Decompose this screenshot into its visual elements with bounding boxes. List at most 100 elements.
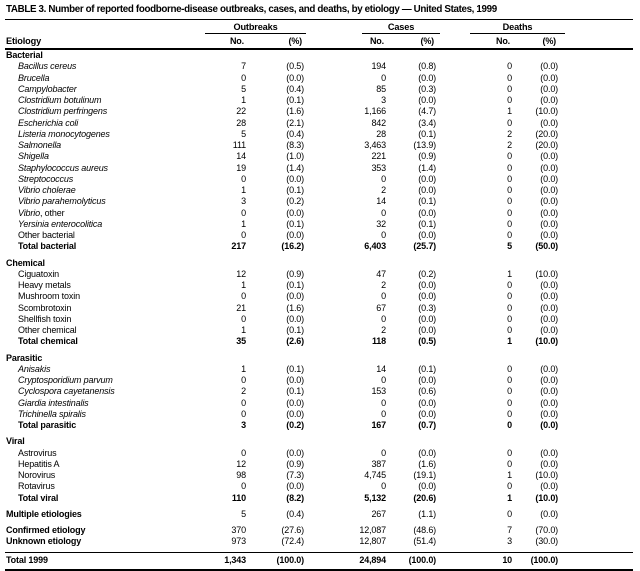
deaths-no-cell: 0 — [507, 325, 513, 335]
table-row: Salmonella 111 (8.3) 3,463 (13.9) 2 (20.0) — [5, 140, 633, 151]
right-spacer — [560, 73, 633, 84]
table-row: Vibrio cholerae 1 (0.1) 2 (0.0) 0 (0.0) — [5, 185, 633, 196]
etiology-label: Clostridium perfringens — [18, 106, 108, 117]
outbreaks-pct-cell: (0.4) — [286, 508, 305, 519]
deaths-no-cell: 0 — [507, 230, 513, 240]
deaths-pct-cell: (0.0) — [540, 325, 559, 335]
deaths-pct-cell: (0.0) — [540, 218, 559, 229]
cases-pct-cell: (0.2) — [418, 268, 437, 279]
table-row: Heavy metals 1 (0.1) 2 (0.0) 0 (0.0) — [5, 280, 633, 291]
right-spacer — [560, 459, 633, 470]
deaths-pct-cell: (100.0) — [514, 551, 561, 570]
table-row: Clostridium perfringens 22 (1.6) 1,166 (4.7)… — [5, 106, 633, 117]
right-spacer — [560, 230, 633, 241]
etiology-table: Outbreaks Cases Deaths Etiology No. (%) … — [5, 19, 634, 571]
deaths-no-cell: 0 — [507, 363, 513, 374]
cases-no-cell: 85 — [376, 83, 387, 94]
deaths-no-cell: 2 — [507, 140, 513, 150]
etiology-label: Shellfish toxin — [18, 313, 72, 324]
deaths-pct-cell: (10.0) — [535, 336, 559, 347]
outbreaks-no-cell: 0 — [241, 72, 246, 83]
outbreaks-pct-cell: (2.1) — [286, 117, 305, 128]
cases-pct-cell: (20.6) — [413, 492, 437, 503]
outbreaks-no-cell: 7 — [241, 61, 246, 72]
deaths-no-cell: 0 — [507, 185, 513, 195]
etiology-label: Mushroom toxin — [18, 291, 80, 302]
outbreaks-no-cell: 3 — [241, 420, 246, 430]
cases-no-cell: 2 — [381, 280, 387, 290]
outbreaks-no-cell: 110 — [231, 492, 246, 503]
right-spacer — [560, 118, 633, 129]
deaths-no-cell: 0 — [507, 61, 513, 72]
etiology-label: Norovirus — [18, 470, 56, 480]
cases-no-cell: 267 — [371, 508, 387, 519]
outbreaks-pct-cell: (0.1) — [286, 363, 305, 374]
cases-pct-cell: (100.0) — [388, 551, 439, 570]
outbreaks-pct-header: (%) — [248, 34, 307, 50]
cases-pct-cell: (0.0) — [418, 173, 437, 184]
deaths-pct-cell: (0.0) — [540, 313, 559, 324]
cases-no-cell: 2 — [381, 185, 387, 195]
outbreaks-pct-cell: (0.1) — [286, 280, 305, 290]
deaths-no-cell: 2 — [507, 128, 513, 139]
table-row: Giardia intestinalis 0 (0.0) 0 (0.0) 0 (0.0) — [5, 398, 633, 409]
etiology-label: Vibrio cholerae — [18, 185, 76, 195]
etiology-label: Scombrotoxin — [18, 302, 72, 313]
cases-pct-cell: (3.4) — [418, 117, 437, 128]
cases-pct-cell: (13.9) — [413, 140, 437, 150]
deaths-pct-cell: (30.0) — [535, 536, 559, 547]
table-row: Cryptosporidium parvum 0 (0.0) 0 (0.0) 0 (0.0) — [5, 375, 633, 386]
table-row: Total chemical 35 (2.6) 118 (0.5) 1 (10.0) — [5, 336, 633, 347]
outbreaks-no-cell: 1 — [241, 363, 246, 374]
outbreaks-no-cell: 1 — [241, 185, 246, 195]
cases-pct-cell: (0.0) — [418, 185, 437, 195]
outbreaks-pct-cell: (0.9) — [286, 268, 305, 279]
right-spacer — [560, 409, 633, 420]
cases-no-cell: 221 — [371, 151, 387, 162]
right-spacer — [560, 151, 633, 162]
etiology-group-spacer — [5, 20, 198, 35]
cases-no-cell: 2 — [381, 325, 387, 335]
deaths-no-cell: 1 — [507, 492, 513, 503]
section-header: Parasitic — [6, 352, 43, 363]
etiology-label: Vibrio, other — [18, 207, 65, 218]
deaths-no-cell: 0 — [507, 375, 513, 385]
etiology-label: Streptococcus — [18, 173, 74, 184]
table-row: Ciguatoxin 12 (0.9) 47 (0.2) 1 (10.0) — [5, 269, 633, 280]
cases-no-cell: 0 — [381, 230, 387, 240]
outbreaks-pct-cell: (8.3) — [286, 140, 305, 150]
outbreaks-no-cell: 12 — [236, 458, 246, 469]
table-row: Scombrotoxin 21 (1.6) 67 (0.3) 0 (0.0) — [5, 303, 633, 314]
table-row: Shigella 14 (1.0) 221 (0.9) 0 (0.0) — [5, 151, 633, 162]
deaths-pct-cell: (50.0) — [535, 241, 559, 252]
outbreaks-pct-cell: (0.2) — [286, 420, 305, 430]
right-spacer — [560, 551, 634, 570]
table-row: Listeria monocytogenes 5 (0.4) 28 (0.1) 2 (20.… — [5, 129, 633, 140]
outbreaks-no-cell: 1,343 — [198, 551, 248, 570]
deaths-pct-cell: (0.0) — [540, 363, 559, 374]
outbreaks-pct-cell: (0.2) — [286, 196, 305, 207]
cases-pct-cell: (0.0) — [418, 313, 437, 324]
outbreaks-no-cell: 21 — [236, 302, 246, 313]
cases-no-cell: 0 — [381, 72, 387, 83]
right-spacer — [560, 303, 633, 314]
deaths-pct-cell: (0.0) — [540, 117, 559, 128]
cases-pct-cell: (0.0) — [418, 72, 437, 83]
right-spacer — [560, 336, 633, 347]
outbreaks-pct-cell: (0.0) — [286, 291, 305, 302]
cases-no-cell: 194 — [371, 61, 387, 72]
deaths-no-cell: 0 — [507, 196, 513, 207]
outbreaks-pct-cell: (8.2) — [286, 492, 305, 503]
cases-pct-cell: (0.1) — [418, 218, 437, 229]
outbreaks-no-cell: 370 — [231, 525, 246, 535]
outbreaks-no-cell: 5 — [241, 128, 246, 139]
etiology-label: Ciguatoxin — [18, 268, 60, 279]
table-row: Other bacterial 0 (0.0) 0 (0.0) 0 (0.0) — [5, 230, 633, 241]
deaths-pct-header: (%) — [514, 34, 561, 50]
cases-no-cell: 0 — [381, 408, 387, 419]
outbreaks-no-cell: 0 — [241, 481, 246, 492]
cases-pct-cell: (48.6) — [413, 525, 437, 535]
deaths-no-cell: 0 — [507, 481, 513, 492]
outbreaks-pct-cell: (0.0) — [286, 207, 305, 218]
deaths-no-cell: 0 — [507, 386, 513, 397]
